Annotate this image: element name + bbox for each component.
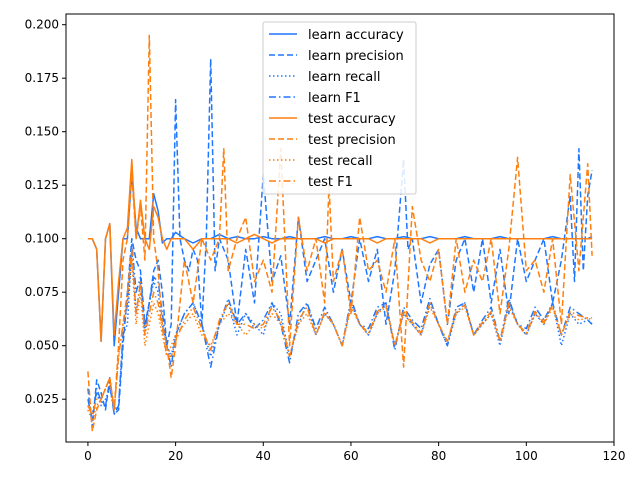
x-tick-label: 20: [168, 449, 183, 463]
plot-lines: [87, 34, 593, 433]
x-tick-label: 60: [343, 449, 358, 463]
y-tick-label: 0.125: [25, 178, 59, 192]
plot-frame: [65, 13, 615, 443]
legend-label: test precision: [308, 133, 396, 148]
legend-label: learn accuracy: [308, 28, 404, 43]
legend: learn accuracy learn precision learn recal…: [262, 21, 417, 195]
y-tick-label: 0.175: [25, 71, 59, 85]
y-tick-label: 0.100: [25, 232, 59, 246]
series-line-test-f1: [87, 248, 593, 415]
y-tick-label: 0.025: [25, 392, 59, 406]
legend-label: test accuracy: [308, 112, 396, 127]
x-tick-label: 120: [603, 449, 626, 463]
x-tick-label: 0: [84, 449, 92, 463]
y-tick-label: 0.050: [25, 339, 59, 353]
series-line-test-precision: [87, 34, 593, 433]
series-line-test-recall: [87, 259, 593, 422]
legend-label: learn precision: [308, 49, 404, 64]
y-tick-label: 0.200: [25, 18, 59, 32]
legend-label: learn recall: [308, 70, 380, 85]
legend-box: [262, 21, 417, 195]
legend-label: test F1: [308, 175, 353, 190]
y-axis: 0.025 0.050 0.075 0.100 0.125 0.150 0.175 0.200: [25, 18, 66, 406]
legend-label: test recall: [308, 154, 373, 169]
legend-label: learn F1: [308, 91, 361, 106]
y-tick-label: 0.075: [25, 285, 59, 299]
x-tick-label: 80: [431, 449, 446, 463]
y-tick-label: 0.150: [25, 125, 59, 139]
x-tick-label: 100: [515, 449, 538, 463]
x-axis: 0 20 40 60 80 100 120: [84, 442, 625, 463]
x-tick-label: 40: [256, 449, 271, 463]
